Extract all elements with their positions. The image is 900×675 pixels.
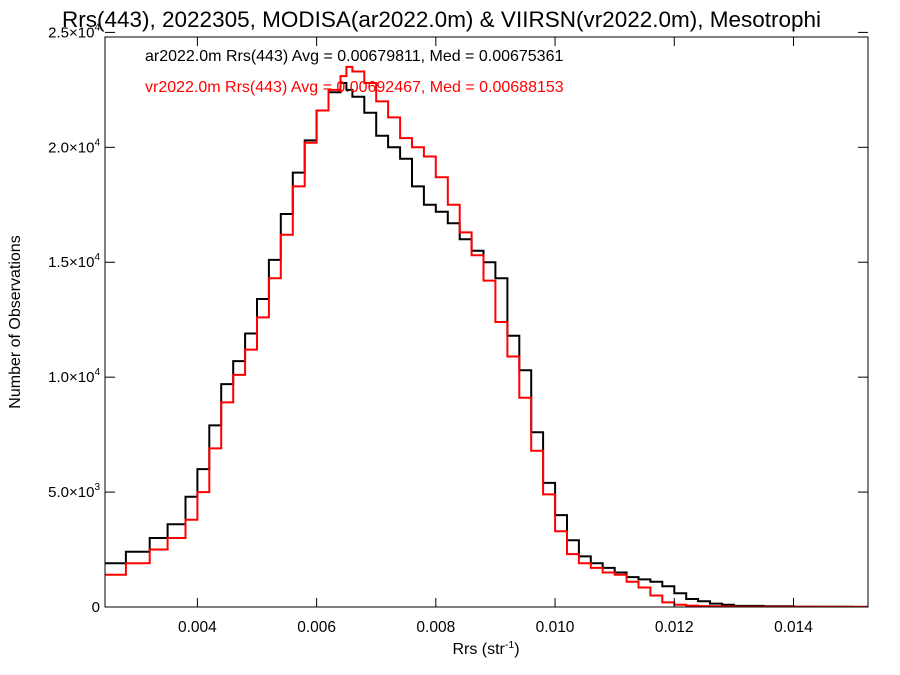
series-layer [105,65,868,607]
legend: ar2022.0m Rrs(443) Avg = 0.00679811, Med… [145,48,564,96]
y-tick-label: 2.0×104 [48,137,100,156]
plot-area: 0.004 0.006 0.008 0.010 0.012 0.014 0 5.0×103 1… [48,22,869,636]
x-axis-label: Rrs (str-1) [452,639,519,658]
y-tick-mantissa: 2.5×10 [48,24,94,41]
legend-entry: ar2022.0m Rrs(443) Avg = 0.00679811, Med… [145,48,563,65]
x-axis-label-end: ) [514,641,519,658]
y-tick-exponent: 4 [94,367,100,378]
x-tick-label: 0.012 [655,619,694,636]
y-tick-mantissa: 5.0×10 [48,484,94,501]
y-tick-exponent: 4 [94,252,100,263]
legend-entry: vr2022.0m Rrs(443) Avg = 0.00692467, Med… [145,79,564,96]
y-tick-mantissa: 1.5×10 [48,254,94,271]
x-axis-label-exponent: -1 [505,639,514,651]
y-tick-mantissa: 1.0×10 [48,369,94,386]
x-tick-label: 0.014 [774,619,813,636]
y-tick-label: 1.0×104 [48,367,100,386]
y-tick-exponent: 4 [94,22,100,33]
x-tick-label: 0.010 [536,619,575,636]
y-tick-exponent: 3 [94,482,100,493]
y-tick-label: 0 [92,599,100,616]
x-axis-label-base: Rrs (str [452,641,505,658]
y-tick-label: 2.5×104 [48,22,100,41]
y-axis-label: Number of Observations [7,235,24,408]
y-tick-label: 1.5×104 [48,252,100,271]
y-tick-label: 5.0×103 [48,482,100,501]
plot-frame [104,36,869,608]
series-line-viirsn [105,65,868,607]
x-tick-label: 0.004 [178,619,217,636]
x-tick-label: 0.006 [297,619,336,636]
y-tick-mantissa: 2.0×10 [48,139,94,156]
chart-title: Rrs(443), 2022305, MODISA(ar2022.0m) & V… [62,7,821,32]
y-tick-mantissa: 0 [92,599,100,616]
y-tick-exponent: 4 [94,137,100,148]
x-tick-label: 0.008 [416,619,455,636]
x-axis: 0.004 0.006 0.008 0.010 0.012 0.014 [178,37,813,636]
